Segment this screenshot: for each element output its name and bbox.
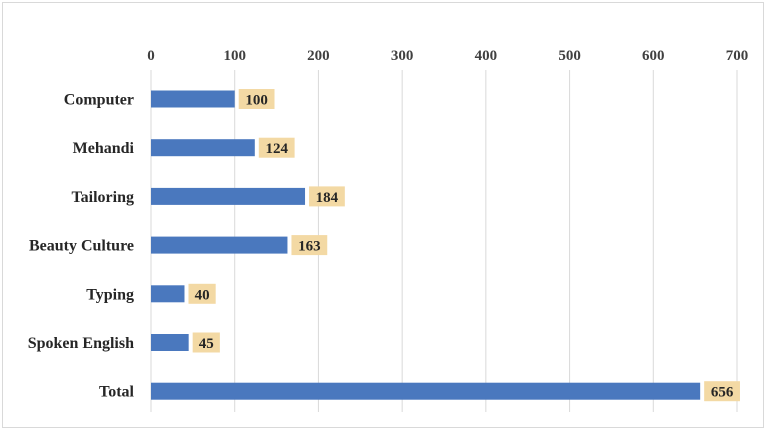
x-tick-label: 700 <box>726 48 749 64</box>
chart-frame <box>2 2 764 428</box>
data-label-box <box>704 381 740 402</box>
x-axis-ticks: 0 100 200 300 400 500 600 700 <box>147 48 748 64</box>
category-labels: Computer Mehandi Tailoring Beauty Culture Ty… <box>28 92 135 401</box>
data-label-box <box>238 89 275 109</box>
data-label: 124 <box>265 141 288 157</box>
data-label-box <box>309 186 345 207</box>
gridlines <box>150 70 738 412</box>
category-label: Spoken English <box>28 335 134 352</box>
data-label: 100 <box>245 93 268 109</box>
x-tick-label: 500 <box>558 48 581 64</box>
data-label-box <box>291 235 328 256</box>
data-label-box <box>258 137 295 158</box>
category-label: Mehandi <box>73 140 135 157</box>
data-label: 184 <box>316 190 339 206</box>
x-tick-label: 600 <box>642 48 665 64</box>
data-labels: 100 124 184 163 40 45 656 <box>188 89 740 402</box>
category-label: Total <box>99 384 135 401</box>
data-label: 40 <box>195 287 210 303</box>
data-label: 163 <box>298 239 321 255</box>
x-tick-label: 0 <box>147 48 155 64</box>
bar <box>151 382 701 400</box>
bars <box>151 90 701 400</box>
category-label: Typing <box>86 286 134 303</box>
bar <box>151 139 255 157</box>
x-tick-label: 300 <box>391 48 414 64</box>
bar <box>151 285 185 303</box>
bar <box>151 187 306 205</box>
category-label: Computer <box>64 92 134 109</box>
bar <box>151 90 235 108</box>
bar <box>151 334 189 351</box>
category-label: Beauty Culture <box>29 238 134 255</box>
data-label-box <box>188 283 216 304</box>
x-tick-label: 400 <box>475 48 498 64</box>
category-label: Tailoring <box>71 189 134 206</box>
bar <box>151 236 288 254</box>
x-tick-label: 100 <box>223 48 246 64</box>
data-label: 45 <box>199 336 214 352</box>
data-label: 656 <box>711 385 734 401</box>
data-label-box <box>192 332 220 353</box>
x-tick-label: 200 <box>307 48 330 64</box>
